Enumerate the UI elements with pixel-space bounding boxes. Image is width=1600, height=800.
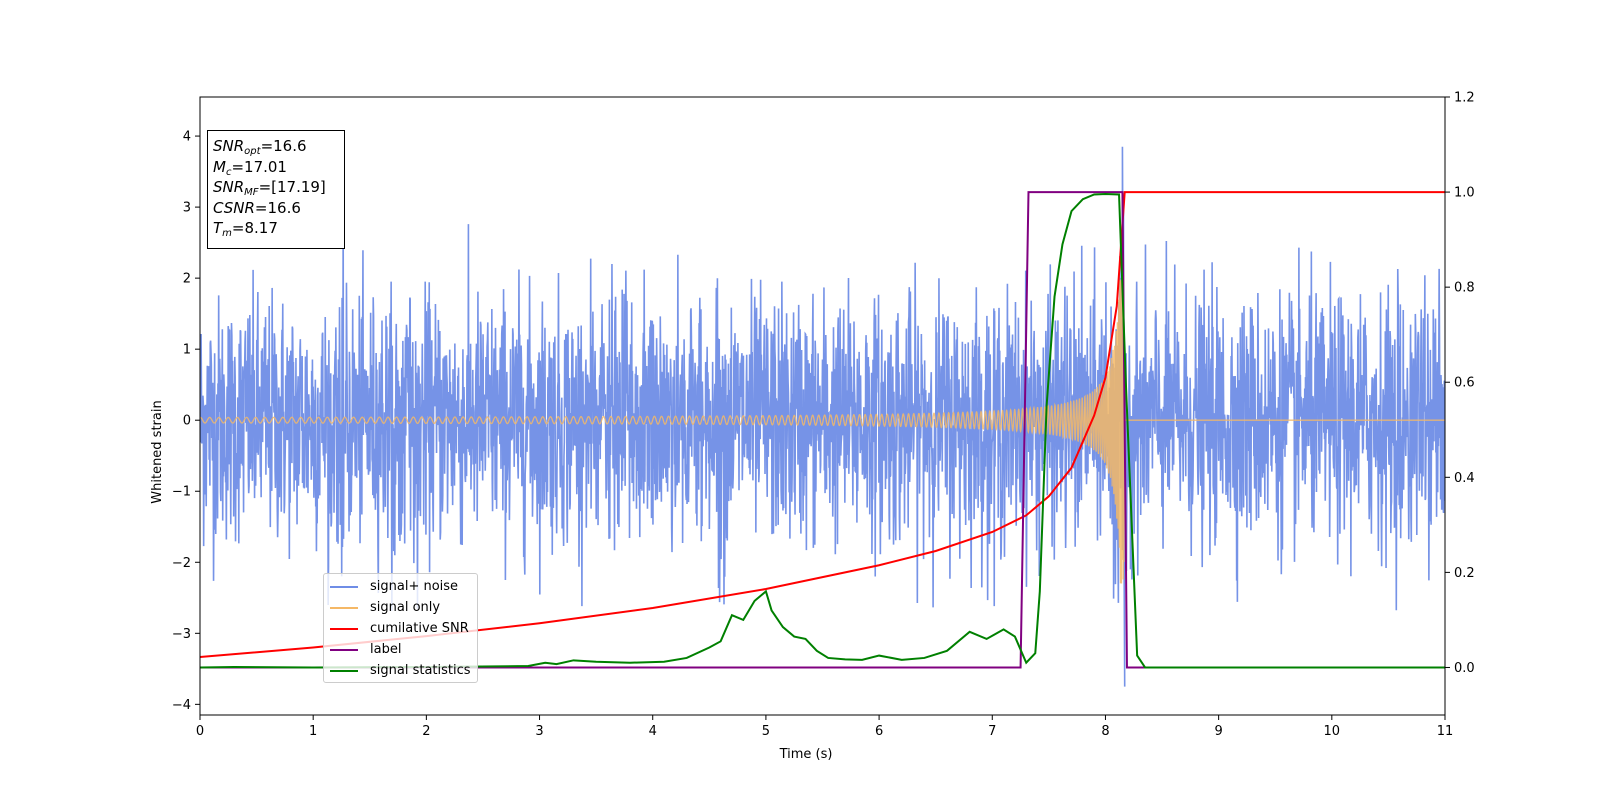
legend-swatch: [330, 627, 358, 630]
legend-item-signal-statistics: signal statistics: [330, 660, 477, 681]
annotation-snr-opt: SNRopt=16.6: [213, 137, 307, 157]
plot-area: [200, 146, 1445, 687]
y2-tick-label: 1.0: [1454, 186, 1475, 201]
series-cumilative-snr-line: [200, 191, 1445, 658]
legend-label: cumilative SNR: [370, 621, 469, 636]
series-group: [200, 146, 1445, 687]
legend-item-signal-only: signal only: [330, 597, 477, 618]
legend-label: signal only: [370, 600, 441, 615]
legend-item-cumulative-snr: cumilative SNR: [330, 618, 477, 639]
series-signal-noise-line: [200, 146, 1445, 687]
legend-swatch: [330, 648, 358, 651]
x-tick-label: 8: [1101, 724, 1109, 739]
series-signal-statistics-line: [200, 192, 1445, 669]
x-tick-label: 0: [196, 724, 204, 739]
plot-frame: [199, 96, 1446, 716]
legend-swatch: [330, 669, 358, 672]
axes: 0 1 2 3 4 5 6 7 8 9 10 11 −4 −3 −2 −1 0 1 2 3 4 0.0 0.2 0.4 0.6 0…: [172, 91, 1475, 740]
annotation-box: SNRopt=16.6 Mc=17.01 SNRMF=[17.19] CSNR=…: [207, 130, 345, 249]
y-tick-label: −4: [172, 698, 191, 713]
legend-label: signal+ noise: [370, 579, 459, 594]
x-tick-label: 5: [762, 724, 770, 739]
y-tick-label: 3: [183, 201, 191, 216]
x-tick-label: 2: [422, 724, 430, 739]
y-tick-label: −2: [172, 556, 191, 571]
x-tick-label: 4: [649, 724, 657, 739]
x-tick-label: 11: [1437, 724, 1454, 739]
annotation-snr-mf: SNRMF=[17.19]: [213, 178, 326, 198]
legend-item-signal-noise: signal+ noise: [330, 576, 477, 597]
x-tick-label: 9: [1214, 724, 1222, 739]
y2-tick-label: 0.6: [1454, 376, 1475, 391]
x-tick-label: 6: [875, 724, 883, 739]
x-tick-label: 3: [535, 724, 543, 739]
legend: signal+ noise signal only cumilative SNR…: [323, 573, 478, 683]
legend-label: signal statistics: [370, 663, 471, 678]
annotation-tm: Tm=8.17: [213, 219, 278, 239]
legend-swatch: [330, 606, 358, 609]
y-tick-label: 2: [183, 272, 191, 287]
y2-tick-label: 0.2: [1454, 566, 1475, 581]
y-tick-label: −3: [172, 627, 191, 642]
y-tick-label: −1: [172, 485, 191, 500]
y2-tick-label: 0.4: [1454, 471, 1475, 486]
y-axis-label: Whitened strain: [150, 400, 165, 503]
legend-swatch: [330, 585, 358, 588]
y2-tick-label: 0.0: [1454, 661, 1475, 676]
y-tick-label: 0: [183, 414, 191, 429]
x-tick-label: 7: [988, 724, 996, 739]
y-tick-label: 4: [183, 130, 191, 145]
y-tick-label: 1: [183, 343, 191, 358]
x-tick-label: 10: [1324, 724, 1341, 739]
annotation-csnr: CSNR=16.6: [213, 198, 301, 217]
series-signal-only-line: [200, 266, 1445, 584]
legend-label: label: [370, 642, 402, 657]
y2-tick-label: 1.2: [1454, 91, 1475, 106]
x-axis-label: Time (s): [779, 747, 833, 762]
annotation-mc: Mc=17.01: [213, 157, 287, 178]
legend-item-label: label: [330, 639, 477, 660]
y2-tick-label: 0.8: [1454, 281, 1475, 296]
x-tick-label: 1: [309, 724, 317, 739]
